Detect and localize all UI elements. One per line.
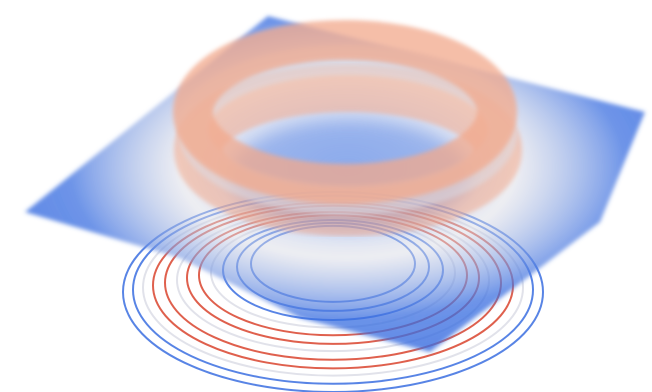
surface-ring-top	[173, 20, 517, 204]
